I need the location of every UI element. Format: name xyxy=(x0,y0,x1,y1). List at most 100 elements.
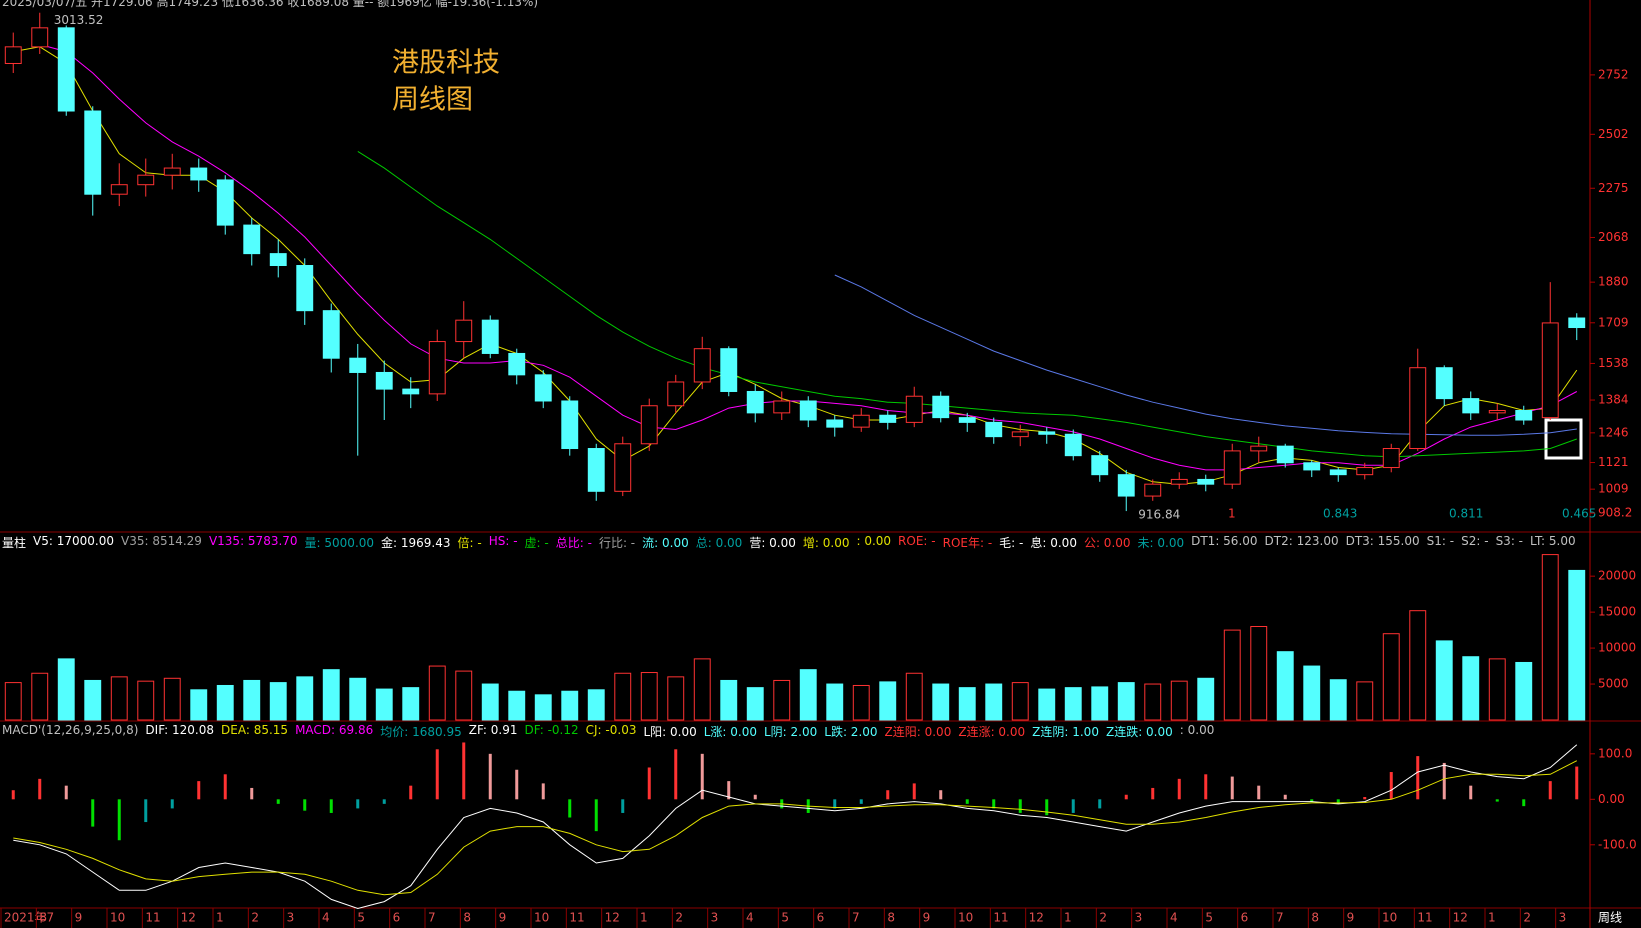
chart-title: 港股科技 xyxy=(392,48,500,79)
candle-body xyxy=(1435,367,1453,400)
x-tick-label: 2 xyxy=(675,911,683,925)
x-tick-label: 3 xyxy=(711,911,719,925)
volume-bar xyxy=(614,672,632,721)
bottom-label: 0.843 xyxy=(1323,507,1357,521)
x-tick-label: 11 xyxy=(569,911,584,925)
x-tick-label: 4 xyxy=(322,911,330,925)
volume-bar xyxy=(1488,658,1506,721)
candle-body xyxy=(1356,467,1374,476)
x-tick-label: 11 xyxy=(1417,911,1432,925)
candle-body xyxy=(1382,448,1400,469)
x-tick-label: 1 xyxy=(1488,911,1496,925)
bottom-label: 0.465 xyxy=(1562,507,1596,521)
volume-bar xyxy=(1382,633,1400,721)
line-series xyxy=(13,46,1578,485)
candle-body xyxy=(163,167,181,176)
volume-bar xyxy=(1276,651,1294,721)
candle-body xyxy=(375,371,393,390)
candle-body xyxy=(428,341,446,395)
volume-bar xyxy=(1064,687,1082,721)
x-tick-label: 9 xyxy=(1347,911,1355,925)
header-item: L涨: 0.00 xyxy=(703,725,757,739)
line-series xyxy=(13,760,1578,896)
candle-body xyxy=(269,253,287,267)
header-item: MACD'(12,26,9,25,0,8) xyxy=(2,723,139,737)
candle-body xyxy=(1197,478,1215,485)
candle-body xyxy=(1488,409,1506,414)
x-tick-label: 4 xyxy=(746,911,754,925)
volume-bar xyxy=(958,687,976,721)
candle-body xyxy=(1515,409,1533,421)
candle-body xyxy=(1303,462,1321,471)
volume-bar xyxy=(1038,688,1056,721)
x-tick-label: 5 xyxy=(781,911,789,925)
header-item: DT1: 56.00 xyxy=(1191,534,1258,548)
volume-bar xyxy=(163,677,181,721)
y-tick-label: 0.00 xyxy=(1598,792,1625,806)
candle-body xyxy=(746,390,764,414)
candle-body xyxy=(852,414,870,428)
x-tick-label: 6 xyxy=(817,911,825,925)
volume-bar xyxy=(455,670,473,721)
period-label: 周线 xyxy=(1598,911,1622,925)
volume-bar xyxy=(216,684,234,721)
y-tick-label: 5000 xyxy=(1598,677,1629,691)
y-tick-label: 908.2 xyxy=(1598,506,1632,520)
candle-body xyxy=(137,174,155,186)
header-item: ROE年: - xyxy=(942,536,993,550)
volume-bar xyxy=(826,683,844,721)
line-series xyxy=(834,274,1577,436)
candle-body xyxy=(667,381,685,407)
candle-body xyxy=(216,179,234,226)
candle-body xyxy=(614,443,632,492)
candle-body xyxy=(1568,317,1586,329)
header-item: 均价: 1680.95 xyxy=(380,725,462,739)
volume-bar xyxy=(932,683,950,721)
volume-bar xyxy=(587,689,605,721)
candle-body xyxy=(1250,445,1268,452)
volume-bar xyxy=(375,688,393,721)
x-tick-label: 8 xyxy=(887,911,895,925)
candle-body xyxy=(1276,445,1294,464)
header-item: 总比: - xyxy=(555,536,592,550)
candle-body xyxy=(879,414,897,423)
volume-bar xyxy=(534,694,552,721)
x-tick-label: 9 xyxy=(499,911,507,925)
header-item: V5: 17000.00 xyxy=(33,534,114,548)
volume-bar xyxy=(1541,554,1559,721)
header-item: : 0.00 xyxy=(856,534,892,548)
volume-bar xyxy=(1250,626,1268,721)
line-series xyxy=(357,150,1577,458)
y-tick-label: 1121 xyxy=(1598,455,1629,469)
volume-bar xyxy=(879,681,897,721)
candle-body xyxy=(826,419,844,428)
x-tick-label: 2 xyxy=(251,911,259,925)
x-tick-label: 7 xyxy=(852,911,860,925)
candle-body xyxy=(4,46,22,64)
header-item: 毛: - xyxy=(999,536,1024,550)
candle-body xyxy=(481,319,499,354)
volume-bar xyxy=(4,682,22,721)
header-item: 虚: - xyxy=(524,536,549,550)
y-tick-label: 10000 xyxy=(1598,641,1636,655)
x-tick-label: 2 xyxy=(1099,911,1107,925)
candle-body xyxy=(693,348,711,383)
candle-body xyxy=(110,184,128,195)
volume-bar xyxy=(1568,569,1586,721)
candle-body xyxy=(1409,367,1427,450)
header-item: DF: -0.12 xyxy=(524,723,579,737)
bottom-label: 0.811 xyxy=(1449,507,1483,521)
y-tick-label: 2275 xyxy=(1598,181,1629,195)
header-item: DIF: 120.08 xyxy=(145,723,215,737)
candle-body xyxy=(243,224,261,255)
volume-bar xyxy=(852,684,870,721)
candle-body xyxy=(84,110,102,195)
candle-body xyxy=(640,405,658,445)
volume-bar xyxy=(667,676,685,721)
x-tick-label: 10 xyxy=(110,911,125,925)
bottom-label: 1 xyxy=(1228,507,1236,521)
volume-bar xyxy=(1223,629,1241,721)
volume-bar xyxy=(1144,683,1162,721)
x-tick-label: 2021年7 xyxy=(4,911,54,925)
